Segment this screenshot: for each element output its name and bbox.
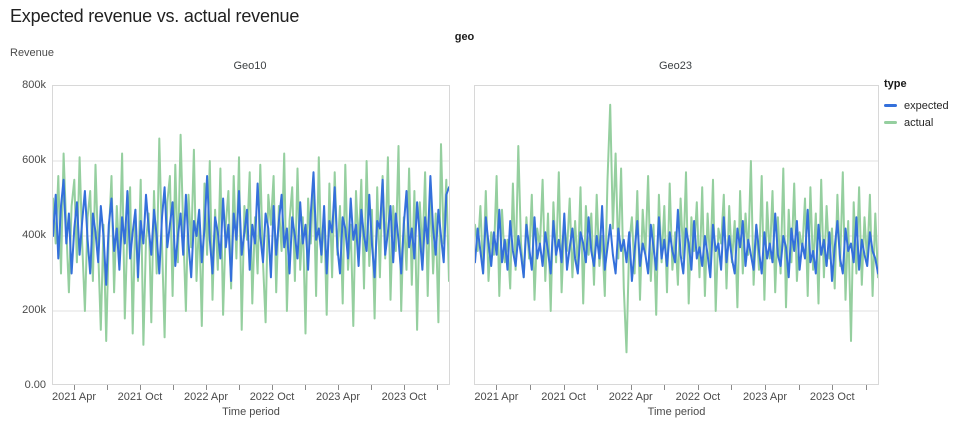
x-tick-label: 2021 Apr [474, 391, 519, 403]
expected-revenue-line[interactable] [53, 171, 449, 286]
x-tick-label: 2022 Apr [183, 391, 229, 403]
x-tick-label: 2023 Oct [381, 391, 427, 403]
x-tick-label: 2023 Apr [743, 391, 788, 403]
plot-area-geo23[interactable] [475, 86, 878, 386]
facet-title-geo23: Geo23 [658, 60, 693, 72]
x-tick-label: 2021 Oct [541, 391, 586, 403]
x-tick-label: 2023 Oct [809, 391, 855, 403]
line-chart-panel-geo10[interactable] [52, 85, 450, 385]
y-tick-label: 800k [22, 79, 46, 91]
x-axis-title: Time period [222, 406, 280, 418]
x-tick-label: 2022 Oct [249, 391, 295, 403]
expected-line-swatch [884, 104, 897, 107]
legend: type expected actual [884, 78, 949, 131]
legend-item-label: actual [904, 116, 934, 129]
y-tick-label: 400k [22, 229, 46, 241]
x-tick-label: 2021 Apr [51, 391, 97, 403]
x-tick-label: 2021 Oct [117, 391, 163, 403]
legend-item-expected[interactable]: expected [884, 97, 949, 114]
actual-revenue-line[interactable] [475, 103, 878, 354]
legend-item-actual[interactable]: actual [884, 114, 949, 131]
line-chart-panel-geo23[interactable] [474, 85, 879, 385]
facet-field-label: geo [454, 31, 475, 43]
x-tick-label: 2022 Apr [608, 391, 653, 403]
x-axis-title: Time period [647, 406, 706, 418]
y-axis-title: Revenue [10, 47, 55, 59]
expected-revenue-line[interactable] [475, 205, 878, 282]
y-tick-label: 0.00 [24, 379, 46, 391]
facet-title-geo10: Geo10 [233, 60, 267, 72]
legend-title: type [884, 78, 907, 90]
x-tick-label: 2022 Oct [675, 391, 721, 403]
actual-line-swatch [884, 121, 897, 124]
y-tick-label: 200k [22, 304, 46, 316]
y-tick-label: 600k [22, 154, 46, 166]
legend-item-label: expected [904, 99, 949, 112]
plot-area-geo10[interactable] [53, 86, 449, 386]
x-tick-label: 2023 Apr [315, 391, 360, 403]
chart-title: Expected revenue vs. actual revenue [10, 6, 300, 26]
